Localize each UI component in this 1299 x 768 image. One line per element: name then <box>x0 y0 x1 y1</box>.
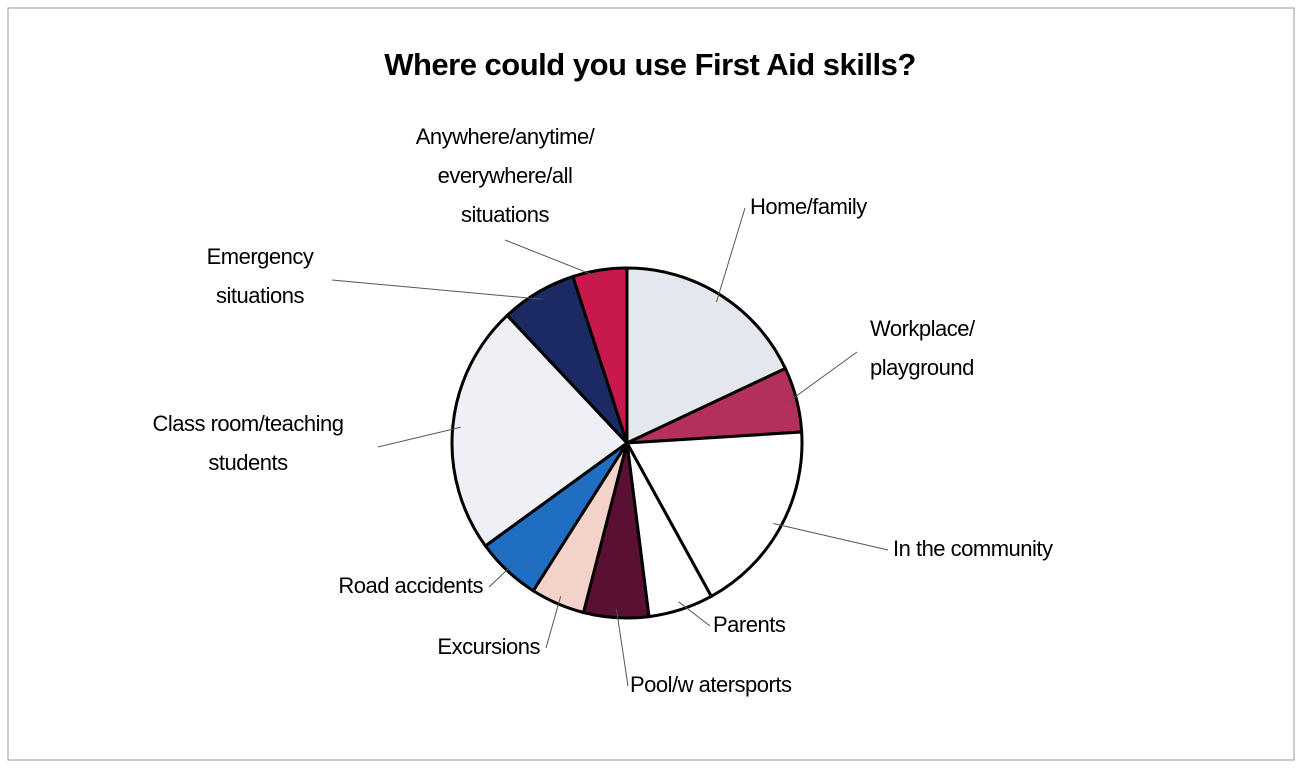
chart-title: Where could you use First Aid skills? <box>384 47 916 82</box>
slice-label: In the community <box>893 536 1053 561</box>
leader-line <box>788 351 858 402</box>
slice-label: Workplace/playground <box>870 316 976 380</box>
leader-line <box>504 239 602 279</box>
pie-slice <box>571 266 629 444</box>
leader-line <box>331 279 543 300</box>
frame <box>7 7 1295 761</box>
slice-label: Excursions <box>437 634 540 659</box>
slice-label: Pool/w atersports <box>630 672 792 697</box>
leader-line <box>545 596 562 649</box>
slice-label: Home/family <box>750 194 867 219</box>
leader-line <box>678 601 711 627</box>
pie-slice <box>625 266 788 446</box>
pie-slice <box>450 313 630 548</box>
leader-line <box>488 564 514 588</box>
leader-line <box>616 609 629 687</box>
slice-label: Anywhere/anytime/everywhere/all situation… <box>416 124 596 227</box>
slice-label: Road accidents <box>338 573 483 598</box>
slice-label: Parents <box>713 612 786 637</box>
slice-label: Class room/teaching students <box>152 411 343 475</box>
leader-line <box>377 426 461 448</box>
slice-label: Emergency situations <box>207 244 314 308</box>
leader-line <box>773 522 889 551</box>
pie-slice <box>624 430 804 599</box>
leader-line <box>716 207 746 303</box>
